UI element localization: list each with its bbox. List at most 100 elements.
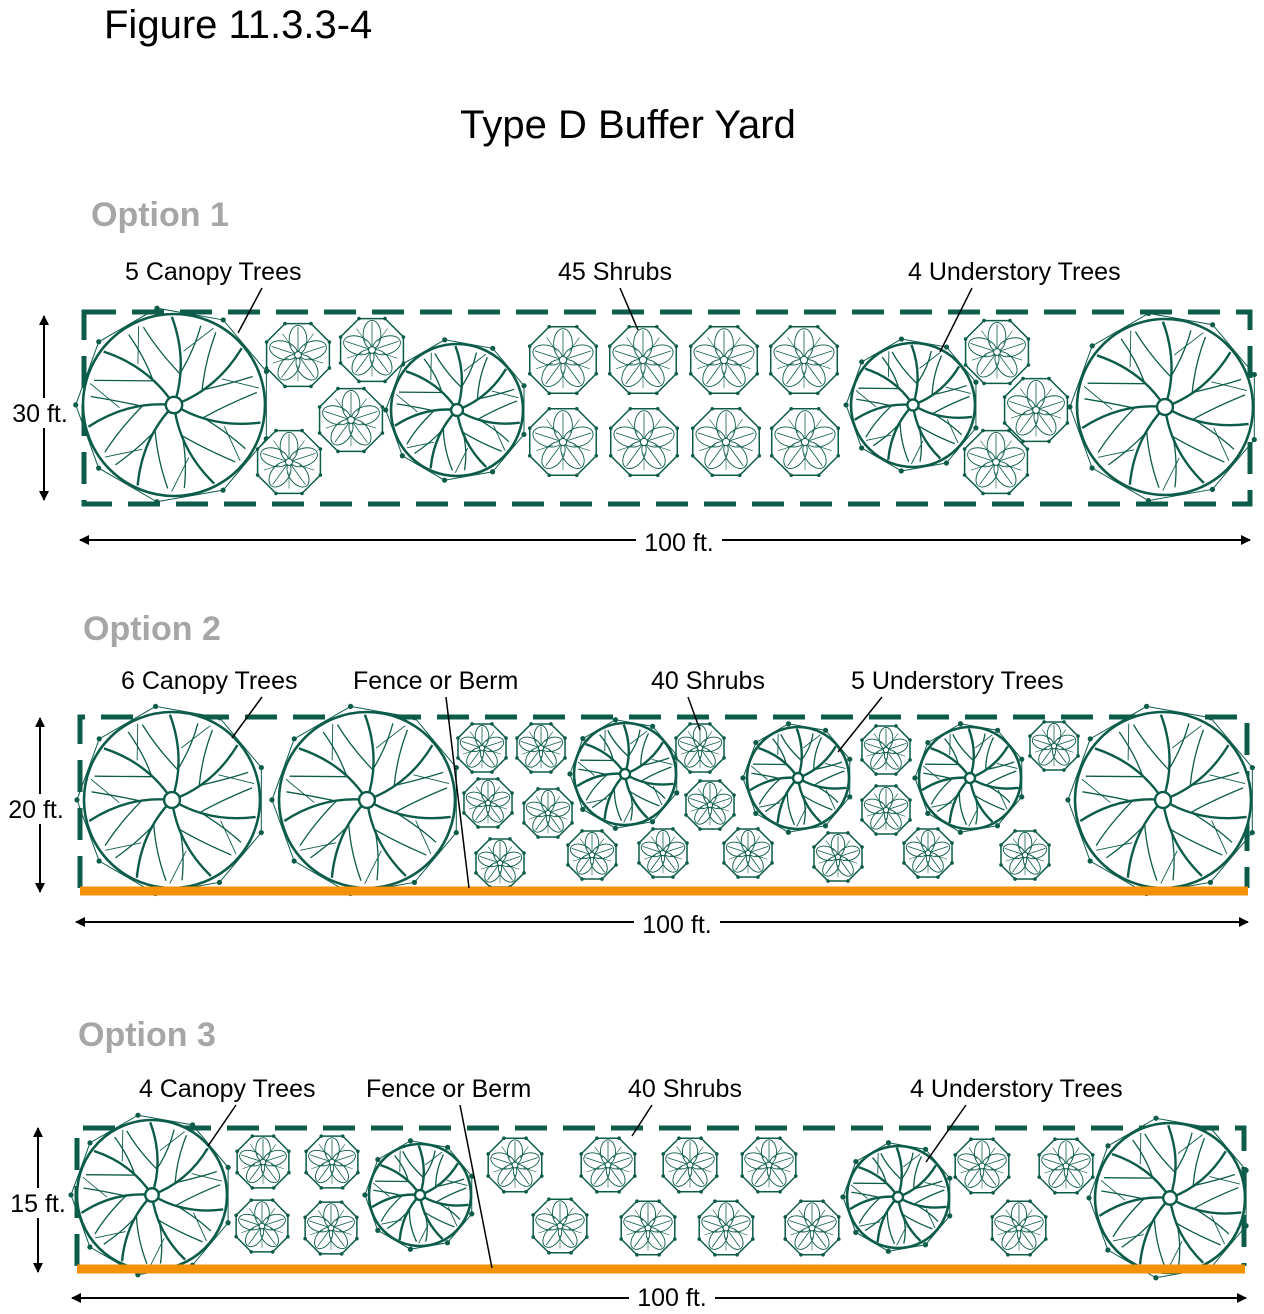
option-2-shrub-5 [1028, 720, 1080, 772]
option-2-shrub-1 [456, 722, 508, 774]
option-3-shrub-8 [740, 1136, 798, 1194]
option-2-canopy-label: 6 Canopy Trees [121, 667, 298, 695]
option-1-shrub-12 [769, 406, 841, 478]
option-1-understory-tree-1 [383, 337, 527, 483]
option-2-understory-tree-3 [912, 721, 1025, 835]
option-3-heading: Option 3 [78, 1016, 216, 1054]
option-2-length-label-bg [634, 908, 720, 938]
option-3-shrub-13 [953, 1137, 1011, 1195]
option-3-shrub-15 [990, 1199, 1048, 1257]
option-1-shrub-13 [963, 318, 1031, 386]
option-3-fence-leader [459, 1104, 493, 1269]
option-3-canopy-label: 4 Canopy Trees [139, 1075, 316, 1103]
option-2-understory-tree-1 [567, 717, 680, 831]
option-3-shrub-7 [661, 1136, 719, 1194]
option-1-depth-label-bg [8, 398, 72, 428]
option-3-canopy-leader [207, 1104, 237, 1147]
option-3-shrubs-leader [631, 1104, 653, 1137]
option-2-shrub-12 [637, 827, 689, 879]
option-3-shrub-12 [783, 1199, 841, 1257]
option-2: Option 2 6 Canopy Trees Fence or Berm 40… [4, 610, 1255, 939]
option-2-length-label: 100 ft. [642, 911, 712, 939]
option-3-shrub-3 [234, 1198, 290, 1254]
option-2-depth-label-bg [4, 794, 68, 824]
option-2-shrubs-leader [687, 696, 701, 731]
option-1-shrub-7 [688, 324, 760, 396]
option-3-fence-label: Fence or Berm [366, 1075, 531, 1103]
option-1-shrub-1 [264, 321, 332, 389]
option-1-understory-label: 4 Understory Trees [908, 258, 1121, 286]
option-1-understory-leader [939, 287, 973, 353]
option-1-understory-tree-2 [843, 336, 979, 474]
option-2-shrub-7 [522, 787, 574, 839]
option-3-shrub-6 [579, 1136, 637, 1194]
option-1-canopy-label: 5 Canopy Trees [125, 258, 302, 286]
option-1-depth-label: 30 ft. [12, 400, 68, 428]
figure-label: Figure 11.3.3-4 [104, 3, 372, 47]
option-2-fence-leader [445, 696, 470, 889]
option-2-shrub-2 [515, 722, 567, 774]
option-3-depth-label: 15 ft. [10, 1190, 66, 1218]
option-2-shrub-10 [474, 837, 526, 889]
option-3-understory-label: 4 Understory Trees [910, 1075, 1123, 1103]
option-2-heading: Option 2 [83, 610, 221, 648]
option-1-shrub-5 [527, 324, 599, 396]
option-2-canopy-tree-1 [74, 703, 264, 897]
diagram-title: Type D Buffer Yard [460, 103, 796, 147]
option-2-understory-leader [837, 696, 883, 753]
option-1-heading: Option 1 [91, 196, 229, 234]
option-2-understory-label: 5 Understory Trees [851, 667, 1064, 695]
option-2-shrub-11 [566, 829, 618, 881]
option-2-plants [74, 703, 1255, 897]
option-2-depth-label: 20 ft. [8, 796, 64, 824]
option-2-shrub-6 [462, 777, 514, 829]
option-3-depth-label-bg [4, 1188, 68, 1218]
option-3-length-label-bg [629, 1283, 715, 1313]
option-3-shrub-1 [235, 1134, 291, 1190]
option-2-canopy-leader [231, 696, 263, 739]
option-3-shrub-14 [1037, 1137, 1095, 1195]
option-1-canopy-tree-2 [1067, 310, 1257, 504]
option-1-shrub-8 [768, 324, 840, 396]
option-1-length-label-bg [636, 526, 722, 556]
option-2-shrub-4 [860, 724, 912, 776]
option-1-shrub-15 [962, 428, 1030, 496]
option-2-canopy-tree-2 [269, 703, 459, 897]
option-1-shrub-10 [608, 406, 680, 478]
option-3-understory-tree-1 [362, 1138, 475, 1252]
option-3-length-label: 100 ft. [637, 1284, 707, 1312]
option-3-shrub-2 [304, 1134, 360, 1190]
option-1-plants [73, 305, 1257, 505]
option-2-canopy-tree-3 [1065, 703, 1255, 897]
option-3-shrub-11 [697, 1199, 755, 1257]
option-3-shrub-9 [531, 1197, 589, 1255]
option-2-shrubs-label: 40 Shrubs [651, 667, 765, 695]
option-1-shrub-11 [690, 406, 762, 478]
option-1-shrub-6 [607, 324, 679, 396]
option-3-plants [68, 1112, 1249, 1281]
option-2-understory-tree-2 [740, 721, 853, 835]
option-3-understory-leader [925, 1104, 967, 1163]
option-2-shrub-14 [812, 831, 864, 883]
option-3: Option 3 4 Canopy Trees Fence or Berm 40… [4, 1016, 1249, 1313]
option-2-shrub-3 [674, 722, 726, 774]
option-1-shrubs-leader [619, 287, 639, 331]
option-1-canopy-tree-1 [73, 305, 269, 505]
option-3-shrub-5 [486, 1136, 544, 1194]
option-2-shrub-13 [722, 827, 774, 879]
option-3-understory-tree-2 [840, 1140, 953, 1254]
option-2-fence-label: Fence or Berm [353, 667, 518, 695]
option-1-canopy-leader [237, 287, 263, 334]
option-3-canopy-tree-1 [68, 1112, 231, 1278]
option-1-length-label: 100 ft. [644, 529, 714, 557]
option-2-shrub-9 [860, 784, 912, 836]
option-1-shrub-4 [255, 428, 323, 496]
option-2-shrub-16 [999, 829, 1051, 881]
option-1-shrub-9 [527, 406, 599, 478]
option-2-shrub-15 [902, 827, 954, 879]
option-3-shrubs-label: 40 Shrubs [628, 1075, 742, 1103]
option-1-shrubs-label: 45 Shrubs [558, 258, 672, 286]
option-3-canopy-tree-2 [1086, 1115, 1249, 1281]
option-2-shrub-8 [684, 779, 736, 831]
